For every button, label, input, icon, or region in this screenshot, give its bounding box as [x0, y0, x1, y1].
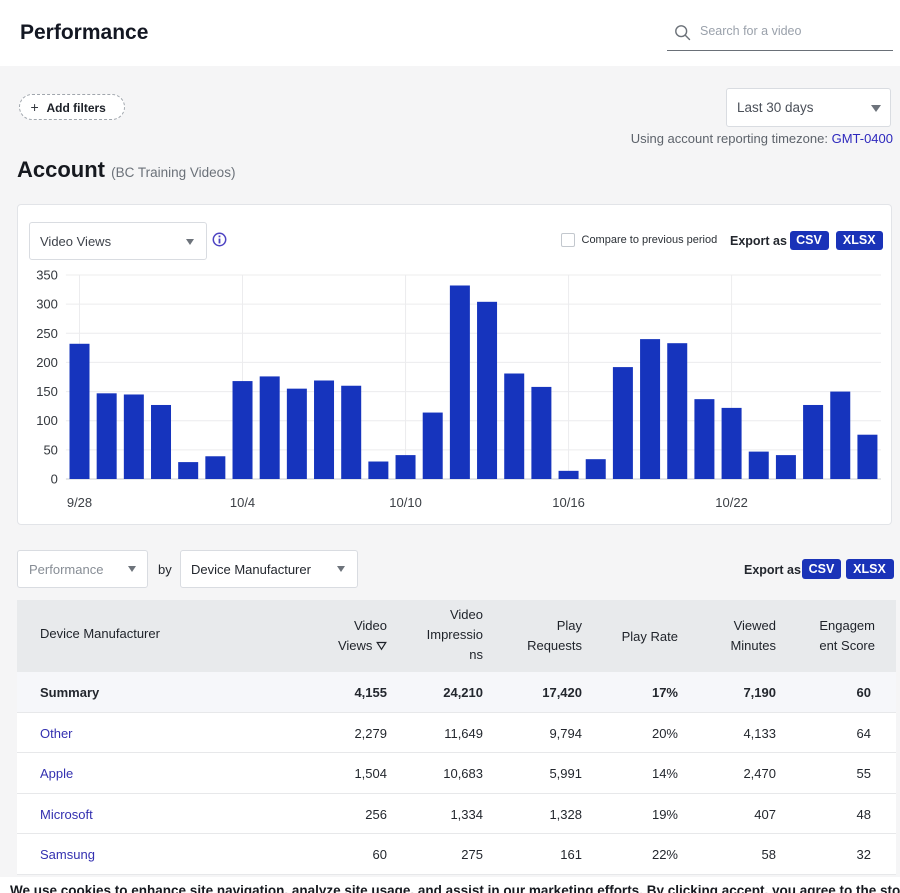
svg-text:250: 250 — [36, 326, 58, 341]
svg-text:150: 150 — [36, 384, 58, 399]
svg-text:10/22: 10/22 — [715, 495, 748, 510]
svg-text:200: 200 — [36, 355, 58, 370]
svg-text:100: 100 — [36, 413, 58, 428]
svg-text:350: 350 — [36, 268, 58, 283]
svg-text:10/4: 10/4 — [230, 495, 255, 510]
svg-text:50: 50 — [43, 442, 57, 457]
svg-text:10/16: 10/16 — [552, 495, 585, 510]
svg-text:9/28: 9/28 — [67, 495, 92, 510]
svg-text:300: 300 — [36, 297, 58, 312]
svg-text:10/10: 10/10 — [389, 495, 422, 510]
svg-text:0: 0 — [51, 472, 58, 487]
